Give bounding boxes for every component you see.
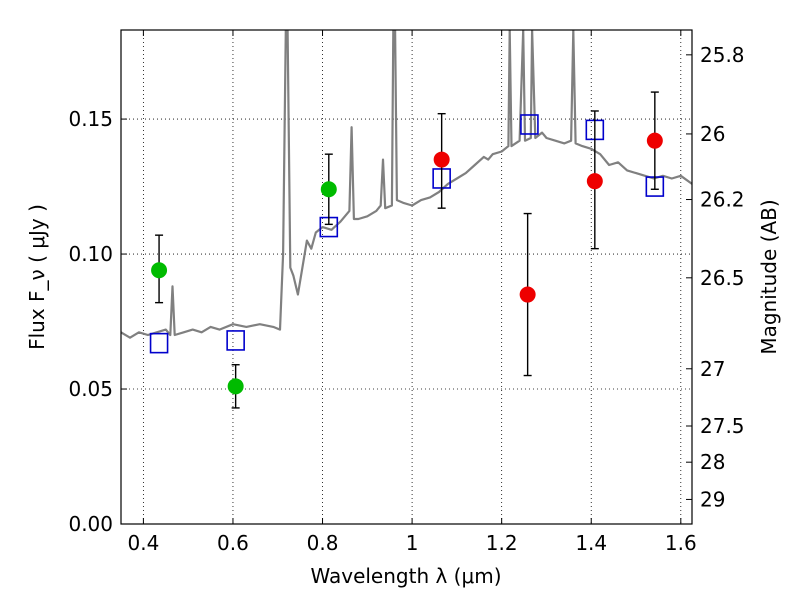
model-flux-square — [520, 114, 539, 135]
x-tick-label: 1.4 — [575, 531, 607, 555]
observed-flux-point — [227, 378, 244, 395]
grid-layer — [121, 30, 692, 525]
observed-flux-point — [586, 173, 603, 190]
y2-tick-label: 27 — [700, 357, 725, 381]
x-tick-label: 1 — [406, 531, 419, 555]
x-tick-label: 1.2 — [486, 531, 518, 555]
observed-flux-point — [433, 151, 450, 168]
y2-axis-label: Magnitude (AB) — [757, 199, 781, 354]
y2-tick-label: 27.5 — [700, 414, 745, 438]
observed-flux-point — [519, 286, 536, 303]
y2-tick-label: 26.2 — [700, 188, 745, 212]
x-tick-label: 1.6 — [665, 531, 697, 555]
model-flux-square — [149, 332, 169, 354]
y2-tick-label: 26.5 — [700, 266, 745, 290]
plot-layer — [121, 30, 692, 409]
x-tick-label: 0.4 — [127, 531, 159, 555]
observed-flux-point — [646, 132, 663, 149]
y-axis-label: Flux F_ν ( μJy ) — [25, 204, 49, 350]
observed-flux-point — [151, 262, 168, 279]
y2-tick-label: 26 — [700, 122, 725, 146]
model-flux-square — [226, 330, 245, 351]
y-tick-label: 0.00 — [68, 512, 113, 536]
observed-flux-point — [320, 181, 337, 198]
y2-tick-label: 25.8 — [700, 43, 745, 67]
y2-tick-label: 29 — [700, 487, 725, 511]
y-tick-label: 0.10 — [68, 242, 113, 266]
y-tick-label: 0.05 — [68, 377, 113, 401]
plot-frame — [120, 29, 693, 525]
x-tick-label: 0.8 — [307, 531, 339, 555]
x-tick-label: 0.6 — [217, 531, 249, 555]
x-axis-label: Wavelength λ (μm) — [310, 564, 501, 588]
y-tick-label: 0.15 — [68, 107, 113, 131]
y2-tick-label: 28 — [700, 450, 725, 474]
tick-layer: 0.4 0.6 0.8 1 1.2 1.4 1.6 0.00 0.05 0.10 0.15 25.8 2… — [68, 30, 745, 555]
model-spectrum-line — [121, 30, 692, 339]
